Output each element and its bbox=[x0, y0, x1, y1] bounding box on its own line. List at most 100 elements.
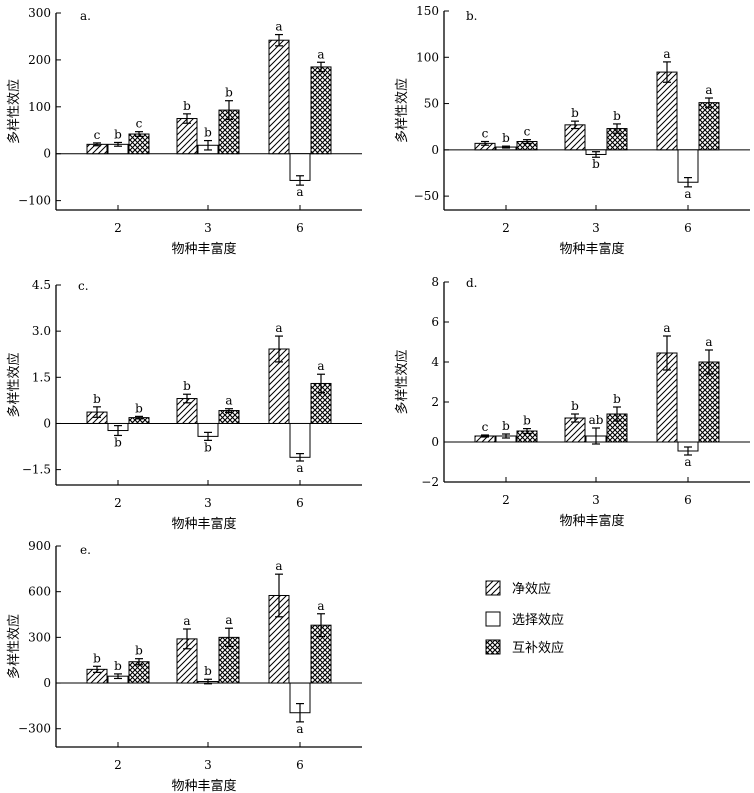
y-tick-label: −300 bbox=[18, 722, 51, 736]
x-tick-label: 2 bbox=[114, 221, 122, 235]
y-tick-label: 3.0 bbox=[32, 324, 51, 338]
x-tick-label: 6 bbox=[684, 221, 692, 235]
significance-letter: b bbox=[204, 126, 212, 140]
y-tick-label: −50 bbox=[414, 189, 439, 203]
y-axis-title: 多样性效应 bbox=[394, 349, 410, 414]
y-tick-label: 100 bbox=[28, 100, 51, 114]
significance-letter: a bbox=[684, 455, 691, 469]
y-tick-label: 0 bbox=[431, 435, 439, 449]
y-tick-label: 4.5 bbox=[32, 278, 51, 292]
bar-net-6 bbox=[656, 71, 678, 151]
y-tick-label: 300 bbox=[28, 6, 51, 20]
significance-letter: a bbox=[275, 321, 282, 335]
significance-letter: b bbox=[613, 109, 621, 123]
x-axis-title: 物种丰富度 bbox=[171, 516, 236, 532]
x-tick-label: 2 bbox=[502, 493, 510, 507]
significance-letter: a bbox=[317, 47, 324, 61]
x-tick-label: 3 bbox=[204, 758, 212, 772]
y-tick-label: 0 bbox=[431, 143, 439, 157]
significance-letter: a bbox=[225, 613, 232, 627]
y-tick-label: 100 bbox=[416, 50, 439, 64]
y-tick-label: 300 bbox=[28, 630, 51, 644]
significance-letter: b bbox=[114, 435, 122, 449]
y-axis-title: 多样性效应 bbox=[6, 352, 22, 417]
x-tick-label: 6 bbox=[296, 221, 304, 235]
significance-letter: b bbox=[93, 392, 101, 406]
significance-letter: b bbox=[183, 99, 191, 113]
significance-letter: c bbox=[524, 125, 531, 139]
significance-letter: c bbox=[136, 117, 143, 131]
legend-label-comp: 互补效应 bbox=[512, 640, 564, 656]
significance-letter: b bbox=[502, 131, 510, 145]
significance-letter: c bbox=[482, 420, 489, 434]
y-tick-label: 4 bbox=[431, 355, 439, 369]
x-tick-label: 6 bbox=[296, 496, 304, 510]
significance-letter: a bbox=[296, 461, 303, 475]
y-axis-title: 多样性效应 bbox=[6, 614, 22, 679]
x-tick-label: 2 bbox=[502, 221, 510, 235]
significance-letter: c bbox=[94, 128, 101, 142]
y-tick-label: −1.5 bbox=[22, 463, 51, 477]
y-tick-label: −2 bbox=[421, 475, 439, 489]
y-tick-label: 200 bbox=[28, 53, 51, 67]
significance-letter: a bbox=[183, 614, 190, 628]
significance-letter: a bbox=[275, 559, 282, 573]
significance-letter: a bbox=[705, 335, 712, 349]
x-tick-label: 6 bbox=[296, 758, 304, 772]
legend-swatch-sel bbox=[485, 611, 501, 627]
significance-letter: b bbox=[502, 419, 510, 433]
y-tick-label: 900 bbox=[28, 539, 51, 553]
significance-letter: a bbox=[317, 359, 324, 373]
bar-comp-6 bbox=[310, 66, 332, 155]
y-tick-label: −100 bbox=[18, 194, 51, 208]
significance-letter: b bbox=[613, 392, 621, 406]
significance-letter: b bbox=[135, 644, 143, 658]
y-tick-label: 0 bbox=[43, 147, 51, 161]
panel-label: c. bbox=[78, 279, 89, 293]
significance-letter: a bbox=[663, 321, 670, 335]
significance-letter: b bbox=[592, 157, 600, 171]
bar-comp-2 bbox=[128, 133, 150, 155]
x-tick-label: 6 bbox=[684, 493, 692, 507]
significance-letter: a bbox=[296, 722, 303, 736]
bar-net-6 bbox=[268, 39, 290, 155]
legend-swatch-net bbox=[485, 580, 501, 596]
panel-label: a. bbox=[80, 9, 91, 23]
y-tick-label: 50 bbox=[424, 97, 439, 111]
y-tick-label: 0 bbox=[43, 416, 51, 430]
x-axis-title: 物种丰富度 bbox=[559, 241, 624, 257]
x-tick-label: 2 bbox=[114, 496, 122, 510]
panel-label: e. bbox=[80, 543, 91, 557]
legend-label-net: 净效应 bbox=[512, 581, 551, 597]
significance-letter: a bbox=[705, 83, 712, 97]
x-tick-label: 3 bbox=[204, 496, 212, 510]
panel-label: d. bbox=[466, 276, 478, 290]
y-axis-title: 多样性效应 bbox=[6, 79, 22, 144]
significance-letter: b bbox=[114, 659, 122, 673]
y-axis-title: 多样性效应 bbox=[394, 78, 410, 143]
legend: 净效应 选择效应 互补效应 bbox=[485, 580, 564, 656]
y-tick-label: 8 bbox=[431, 275, 439, 289]
significance-letter: b bbox=[114, 127, 122, 141]
significance-letter: b bbox=[135, 401, 143, 415]
chart-panel-3: −1.5 0 1.5 3.0 4.5 2 3 6 物种丰富度 多样性效应 c. b b a b b a b a a bbox=[6, 278, 362, 532]
x-tick-label: 3 bbox=[592, 493, 600, 507]
x-tick-label: 3 bbox=[592, 221, 600, 235]
y-tick-label: 600 bbox=[28, 585, 51, 599]
significance-letter: a bbox=[684, 187, 691, 201]
significance-letter: b bbox=[571, 106, 579, 120]
significance-letter: c bbox=[482, 127, 489, 141]
y-tick-label: 2 bbox=[431, 395, 439, 409]
significance-letter: b bbox=[523, 414, 531, 428]
y-tick-label: 150 bbox=[416, 4, 439, 18]
x-tick-label: 2 bbox=[114, 758, 122, 772]
significance-letter: b bbox=[571, 399, 579, 413]
y-tick-label: 1.5 bbox=[32, 370, 51, 384]
significance-letter: ab bbox=[589, 413, 604, 427]
bar-comp-6 bbox=[698, 102, 720, 151]
